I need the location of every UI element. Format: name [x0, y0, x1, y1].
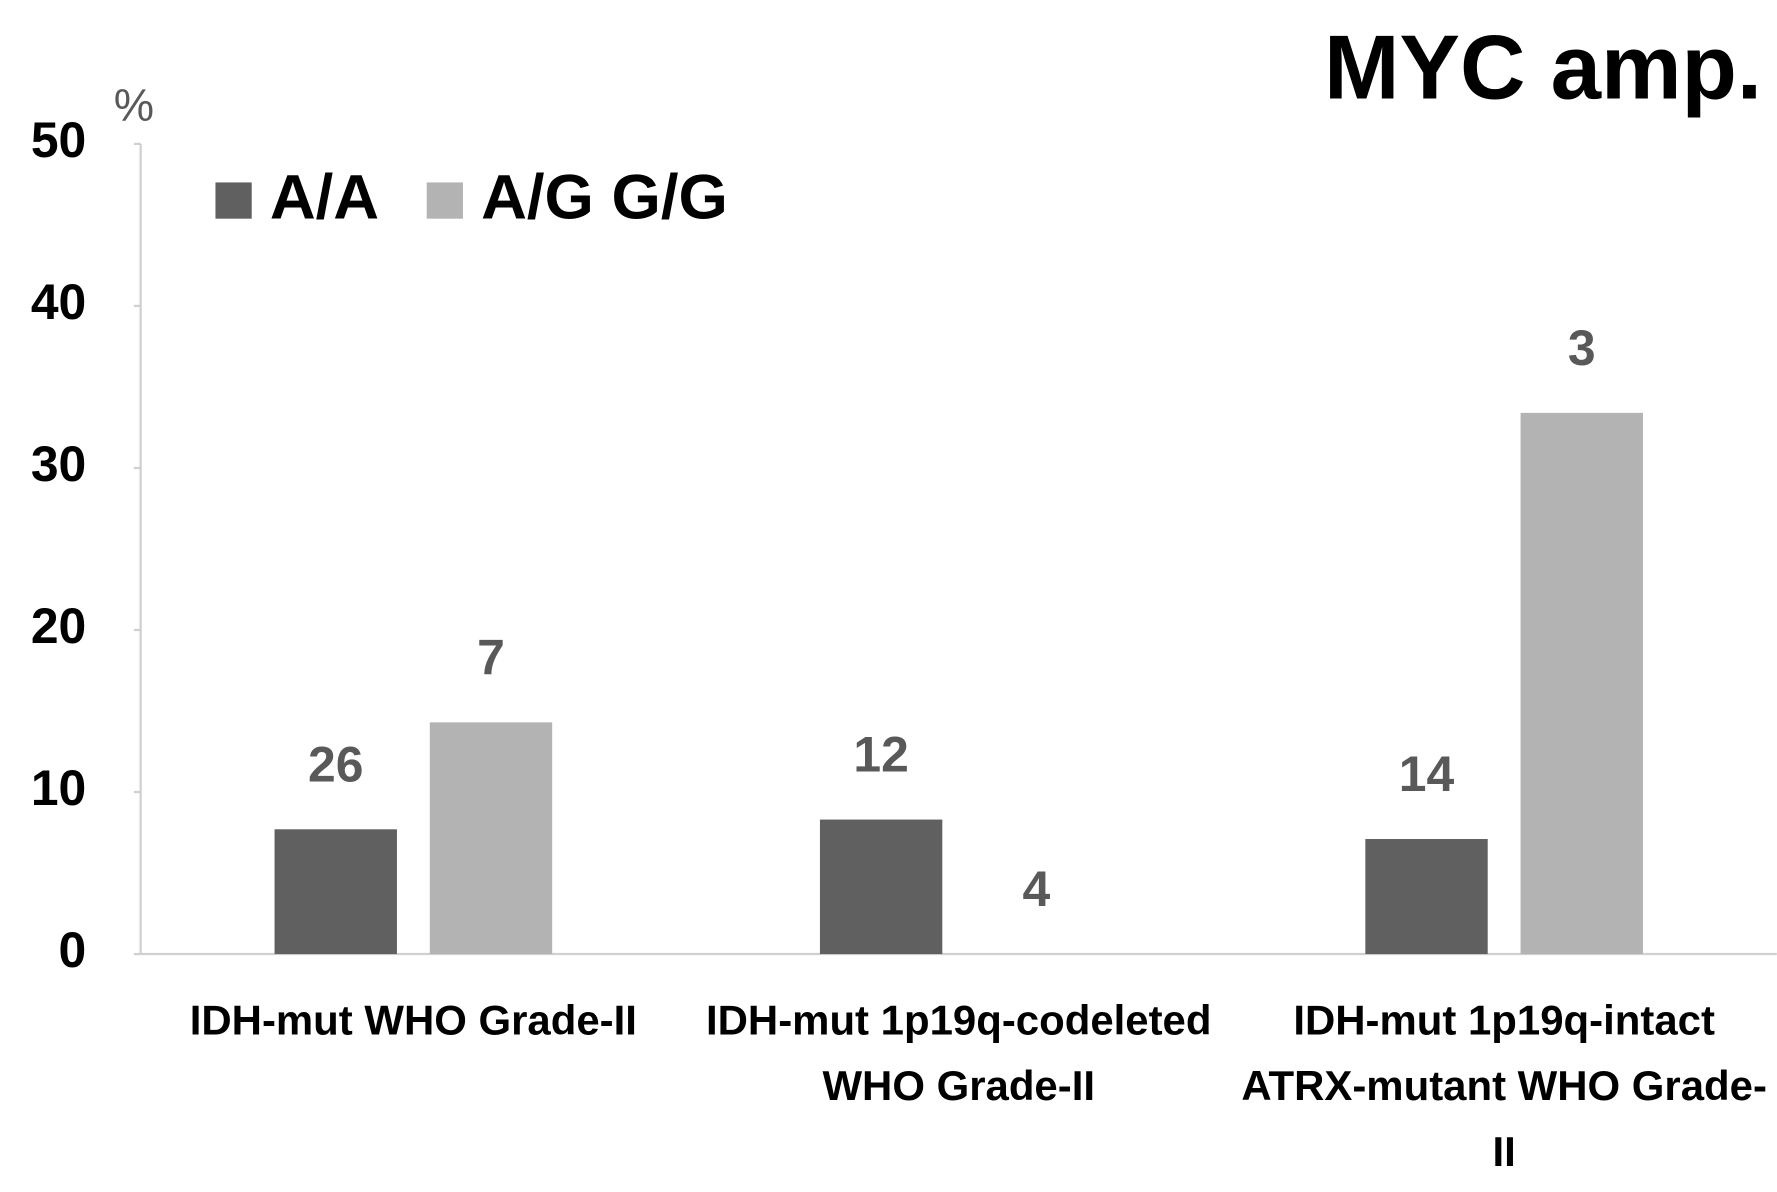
count-label: 12 — [853, 727, 908, 783]
legend-swatch — [426, 182, 463, 219]
x-tick-label-box: IDH-mut WHO Grade-II — [189, 997, 637, 1044]
count-label: 7 — [477, 629, 505, 685]
bar — [274, 829, 397, 955]
y-tick-label: 40 — [31, 274, 86, 330]
bar — [819, 819, 943, 955]
count-label: 4 — [1022, 861, 1050, 917]
bar — [1520, 412, 1643, 955]
y-tick-label: 20 — [31, 598, 86, 654]
y-tick-label: 50 — [31, 112, 86, 168]
bar — [429, 722, 553, 955]
y-tick-label: 10 — [31, 760, 86, 816]
x-tick-label-box: IDH-mut 1p19q-intact ATRX-mutant WHO Gra… — [1241, 997, 1767, 1176]
bar — [1365, 839, 1488, 955]
legend-label: A/G G/G — [481, 162, 728, 232]
x-tick-label-box: IDH-mut 1p19q-codeleted WHO Grade-II — [706, 997, 1212, 1110]
legend-label: A/A — [270, 162, 379, 232]
count-label: 3 — [1568, 320, 1596, 376]
chart-title: MYC amp. — [1324, 18, 1762, 119]
legend-swatch — [215, 182, 252, 219]
x-tick-label: IDH-mut WHO Grade-II — [189, 997, 637, 1044]
y-unit: % — [114, 80, 154, 131]
x-tick-label: IDH-mut 1p19q-codeleted WHO Grade-II — [706, 997, 1212, 1110]
count-label: 26 — [308, 736, 363, 792]
count-label: 14 — [1399, 746, 1455, 802]
y-tick-label: 30 — [31, 436, 86, 492]
x-tick-label: IDH-mut 1p19q-intact ATRX-mutant WHO Gra… — [1241, 997, 1767, 1176]
y-tick-label: 0 — [59, 922, 87, 978]
